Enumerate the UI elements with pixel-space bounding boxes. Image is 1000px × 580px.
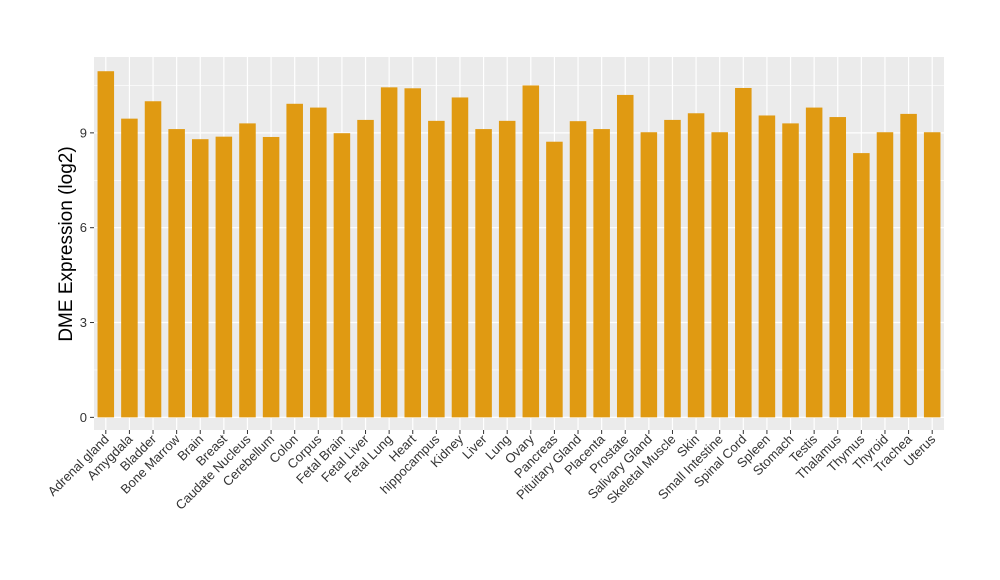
bar xyxy=(569,121,587,418)
bar xyxy=(333,133,351,418)
bar xyxy=(876,132,894,418)
y-tick-label: 0 xyxy=(80,410,87,425)
bar xyxy=(546,141,563,418)
bar xyxy=(310,107,327,418)
bar xyxy=(735,87,752,418)
y-axis-title: DME Expression (log2) xyxy=(56,146,77,341)
bar xyxy=(853,153,870,418)
bar xyxy=(522,85,540,418)
bar xyxy=(498,120,516,418)
y-tick-label: 6 xyxy=(80,220,87,235)
bar xyxy=(829,117,847,418)
y-tick-label: 3 xyxy=(80,315,87,330)
bar xyxy=(97,71,115,418)
bar xyxy=(286,103,303,418)
bar xyxy=(805,107,823,418)
bar xyxy=(121,118,138,418)
bar xyxy=(616,94,634,418)
bar xyxy=(687,113,705,418)
bar xyxy=(428,120,445,418)
bar xyxy=(923,132,941,418)
bar xyxy=(357,119,374,418)
bar xyxy=(782,123,799,418)
bar xyxy=(262,136,280,418)
bar xyxy=(475,129,492,418)
y-tick-label: 9 xyxy=(80,125,87,140)
bar xyxy=(215,136,233,418)
bar xyxy=(380,87,398,418)
plot-panel xyxy=(94,57,944,430)
bar xyxy=(451,97,469,418)
bar xyxy=(191,139,209,418)
x-tick-label: Liver xyxy=(459,431,490,462)
bar xyxy=(404,88,422,418)
bar xyxy=(900,113,917,418)
bar xyxy=(758,115,776,418)
bar xyxy=(168,129,185,418)
bar xyxy=(144,101,162,418)
bar xyxy=(239,123,256,418)
bar xyxy=(640,132,658,418)
bar xyxy=(664,119,681,418)
bar xyxy=(593,129,610,418)
bar xyxy=(711,132,728,418)
